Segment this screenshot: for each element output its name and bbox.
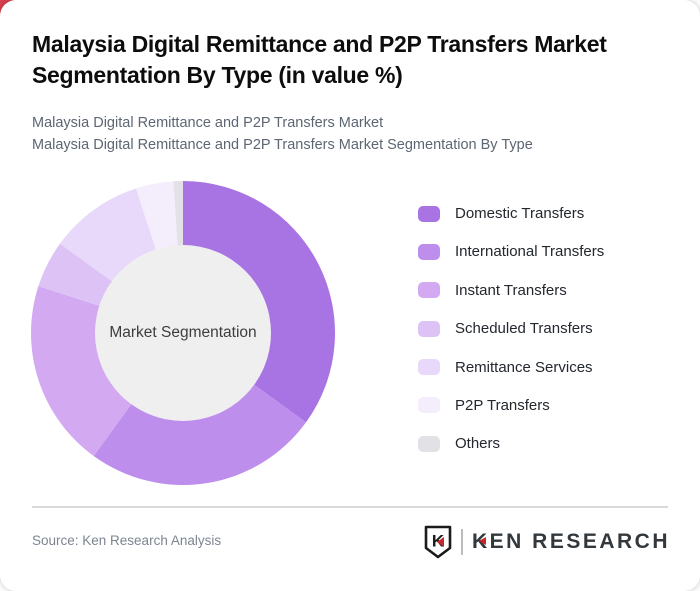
legend-item: Instant Transfers bbox=[418, 282, 604, 299]
legend-label: Domestic Transfers bbox=[455, 205, 585, 222]
legend-swatch bbox=[418, 397, 440, 414]
legend-item: International Transfers bbox=[418, 243, 604, 260]
legend-label: P2P Transfers bbox=[455, 396, 550, 414]
legend-swatch bbox=[418, 243, 440, 260]
legend-label: International Transfers bbox=[455, 243, 605, 261]
donut-center-label: Market Segmentation bbox=[109, 324, 257, 341]
legend: Domestic Transfers International Transfer… bbox=[418, 205, 604, 474]
ken-research-logo: K K EN RESEARCH bbox=[422, 523, 670, 561]
logo-separator bbox=[460, 529, 463, 555]
donut-center-circle bbox=[95, 245, 271, 421]
legend-label: Remittance Services bbox=[455, 358, 593, 376]
logo-wordmark: K EN RESEARCH bbox=[472, 530, 670, 554]
source-text: Source: Ken Research Analysis bbox=[32, 533, 222, 548]
legend-swatch bbox=[418, 359, 440, 376]
donut-chart-svg bbox=[31, 181, 335, 485]
shield-red-triangle bbox=[436, 537, 444, 547]
legend-item: Domestic Transfers bbox=[418, 205, 604, 222]
subtitle-line-2: Malaysia Digital Remittance and P2P Tran… bbox=[32, 137, 533, 153]
legend-item: Others bbox=[418, 435, 604, 452]
legend-swatch bbox=[418, 320, 440, 337]
donut-chart: Market Segmentation bbox=[31, 181, 335, 485]
logo-rest: EN RESEARCH bbox=[489, 530, 670, 553]
legend-label: Others bbox=[455, 435, 501, 453]
legend-label: Scheduled Transfers bbox=[455, 320, 593, 338]
legend-item: Remittance Services bbox=[418, 359, 604, 376]
legend-item: P2P Transfers bbox=[418, 397, 604, 414]
legend-swatch bbox=[418, 282, 440, 299]
ken-research-shield-icon: K bbox=[422, 524, 454, 560]
logo-k-red-triangle-icon bbox=[478, 537, 486, 545]
footer-divider bbox=[32, 506, 668, 508]
shield-letter: K bbox=[432, 532, 445, 551]
page-title: Malaysia Digital Remittance and P2P Tran… bbox=[32, 31, 607, 88]
subtitle-line-1: Malaysia Digital Remittance and P2P Tran… bbox=[32, 115, 384, 131]
legend-swatch bbox=[418, 205, 440, 222]
logo-letter-k: K bbox=[472, 530, 490, 554]
legend-item: Scheduled Transfers bbox=[418, 320, 604, 337]
legend-swatch bbox=[418, 435, 440, 452]
legend-label: Instant Transfers bbox=[455, 281, 567, 299]
